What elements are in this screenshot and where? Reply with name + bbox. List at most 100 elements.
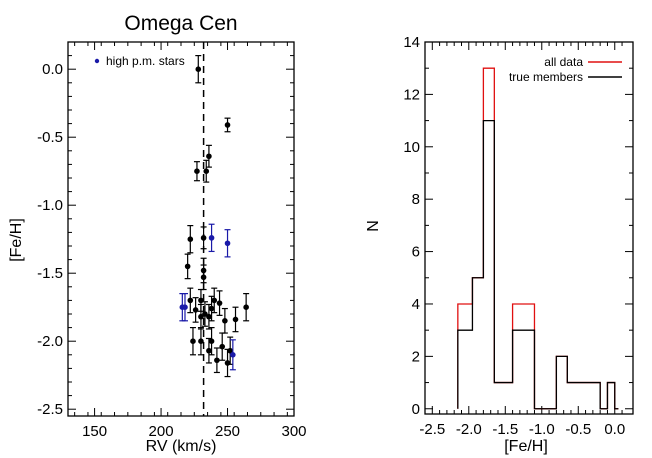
point-marker: [222, 318, 228, 324]
x-tick-label: -1.5: [492, 421, 518, 438]
x-tick-label: -2.0: [456, 421, 482, 438]
y-tick-label: 6: [412, 244, 420, 261]
data-point: [243, 293, 250, 322]
point-marker: [208, 235, 215, 241]
y-tick-label: -1.5: [37, 265, 63, 282]
chart-title: Omega Cen: [124, 12, 237, 35]
data-point: [181, 293, 188, 322]
point-marker: [195, 66, 202, 72]
x-tick-label: 0.0: [604, 421, 625, 438]
y-tick-label: -2.5: [37, 401, 63, 418]
point-marker: [200, 235, 207, 241]
data-point: [232, 306, 239, 333]
histograms: [457, 67, 619, 410]
data-point: [224, 229, 231, 258]
y-tick-label: 12: [403, 86, 420, 103]
point-marker: [184, 263, 191, 270]
left-panel-rv-vs-feh: Omega Cen RV (km/s) [Fe/H] 150 200 250 300 0…: [8, 12, 307, 455]
data-point: [189, 327, 196, 356]
x-tick-label: -1.0: [529, 421, 555, 438]
y-tick-label: 10: [403, 139, 420, 156]
histogram-all-data: [457, 67, 619, 410]
point-marker: [206, 347, 212, 354]
data-point: [187, 225, 194, 254]
point-marker: [187, 297, 194, 304]
point-marker: [214, 357, 220, 364]
point-marker: [224, 360, 231, 366]
data-point: [201, 301, 208, 327]
y-tick-label: 4: [412, 296, 420, 313]
data-point: [193, 161, 200, 182]
y-tick-label: -2.0: [37, 333, 63, 350]
point-marker: [208, 338, 215, 345]
x-tick-label: -0.5: [565, 421, 591, 438]
x-axis-label: RV (km/s): [146, 438, 217, 455]
x-tick-label: 150: [82, 423, 107, 440]
data-point: [200, 264, 207, 291]
legend-label-true-members: true members: [509, 70, 583, 84]
point-marker: [219, 343, 226, 350]
data-point: [216, 290, 223, 316]
axes-ticks: -2.5 -2.0 -1.5 -1.0 -0.5 0.0 0 2 4 6 8 10 12 14: [403, 34, 633, 438]
x-tick-label: 300: [281, 423, 306, 440]
x-tick-label: 200: [149, 423, 174, 440]
data-point: [192, 297, 199, 323]
histogram-true-members: [457, 119, 619, 410]
data-point: [200, 226, 207, 250]
point-marker: [190, 338, 196, 345]
data-point: [229, 339, 236, 371]
plot-frame: [424, 41, 634, 415]
point-marker: [208, 305, 215, 312]
point-marker: [202, 311, 208, 317]
point-marker: [182, 304, 188, 311]
point-marker: [232, 316, 239, 323]
data-point: [205, 144, 212, 168]
data-point: [205, 337, 212, 364]
y-tick-label: 8: [412, 191, 420, 208]
data-points: [179, 54, 250, 378]
point-marker: [194, 168, 200, 174]
data-point: [187, 287, 194, 314]
point-marker: [203, 168, 210, 174]
data-point: [184, 253, 191, 280]
point-marker: [206, 153, 212, 160]
legend: all data true members: [509, 55, 622, 84]
point-marker: [230, 352, 236, 358]
data-point: [205, 303, 212, 330]
plot-frame: [67, 41, 295, 417]
right-panel-histogram: [Fe/H] N -2.5 -2.0 -1.5 -1.0 -0.5 0.0 0 2 4 6 8 10 1…: [365, 34, 634, 455]
point-marker: [198, 338, 204, 345]
data-point: [203, 159, 210, 183]
data-point: [213, 347, 220, 374]
x-tick-label: 250: [215, 423, 240, 440]
y-tick-label: 0: [412, 401, 420, 418]
data-point: [197, 327, 204, 356]
x-axis-label: [Fe/H]: [504, 438, 548, 455]
point-marker: [200, 274, 207, 281]
legend: high p.m. stars: [94, 54, 185, 68]
point-marker: [198, 313, 204, 320]
data-point: [221, 307, 228, 334]
legend-label: high p.m. stars: [106, 54, 185, 68]
y-tick-label: -1.0: [37, 197, 63, 214]
point-marker: [192, 307, 199, 313]
data-point: [195, 54, 202, 84]
point-marker: [187, 236, 194, 242]
point-marker: [224, 122, 231, 128]
data-point: [208, 223, 215, 253]
data-point: [197, 303, 204, 330]
data-point: [224, 348, 231, 378]
point-marker: [206, 313, 212, 320]
point-marker: [224, 240, 231, 247]
legend-label-all-data: all data: [544, 55, 583, 69]
legend-marker: [94, 58, 100, 64]
point-marker: [216, 300, 223, 306]
point-marker: [211, 297, 218, 304]
data-point: [224, 117, 231, 133]
x-tick-label: -2.5: [419, 421, 445, 438]
y-axis-label: N: [365, 220, 382, 232]
point-marker: [243, 304, 249, 311]
data-point: [219, 332, 226, 361]
y-tick-label: 0.0: [42, 61, 63, 78]
